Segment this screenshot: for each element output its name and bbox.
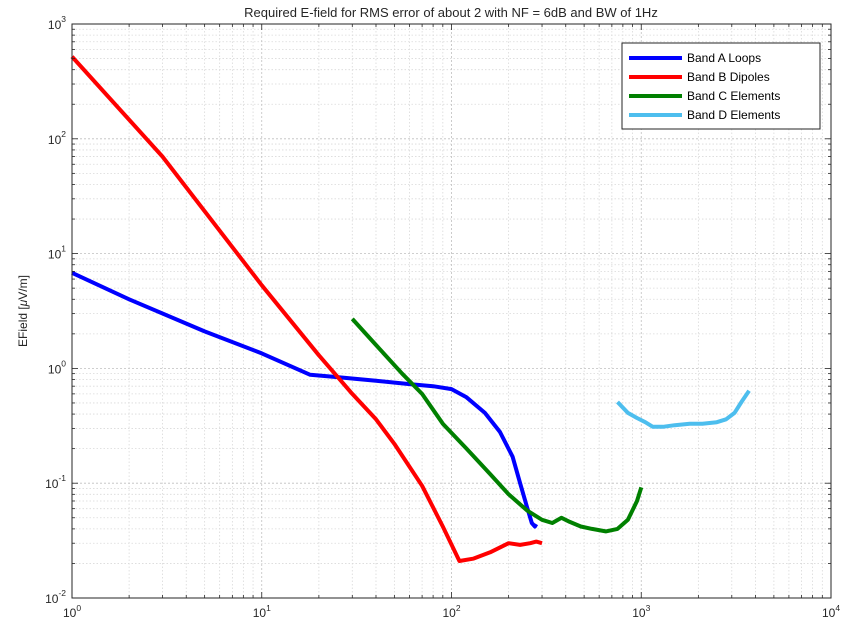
y-tick-label: 100 — [48, 358, 66, 376]
x-tick-labels: 100 101 102 103 104 — [63, 603, 840, 620]
legend-label: Band A Loops — [687, 51, 761, 65]
series-line-4 — [616, 389, 751, 429]
legend-label: Band D Elements — [687, 108, 780, 122]
series-line-2 — [70, 55, 543, 563]
y-tick-label: 10-2 — [45, 588, 66, 606]
legend-label: Band B Dipoles — [687, 70, 770, 84]
legend: Band A Loops Band B Dipoles Band C Element… — [621, 42, 821, 130]
series-line-1 — [71, 270, 539, 529]
x-tick-label: 104 — [822, 603, 840, 620]
y-tick-labels: 10-2 10-1 100 101 102 103 — [45, 14, 66, 606]
series-layer — [70, 55, 751, 563]
x-tick-label: 102 — [442, 603, 460, 620]
y-tick-label: 10-1 — [45, 473, 66, 491]
y-tick-label: 102 — [48, 129, 66, 147]
y-tick-label: 103 — [48, 14, 66, 32]
y-tick-label: 101 — [48, 244, 66, 262]
x-tick-label: 100 — [63, 603, 81, 620]
chart-title: Required E-field for RMS error of about … — [244, 5, 658, 20]
series-line-3 — [350, 317, 644, 534]
x-tick-label: 103 — [632, 603, 650, 620]
y-axis-label: EField [μV/m] — [16, 275, 30, 347]
x-tick-label: 101 — [253, 603, 271, 620]
tick-marks — [71, 23, 832, 599]
legend-label: Band C Elements — [687, 89, 780, 103]
